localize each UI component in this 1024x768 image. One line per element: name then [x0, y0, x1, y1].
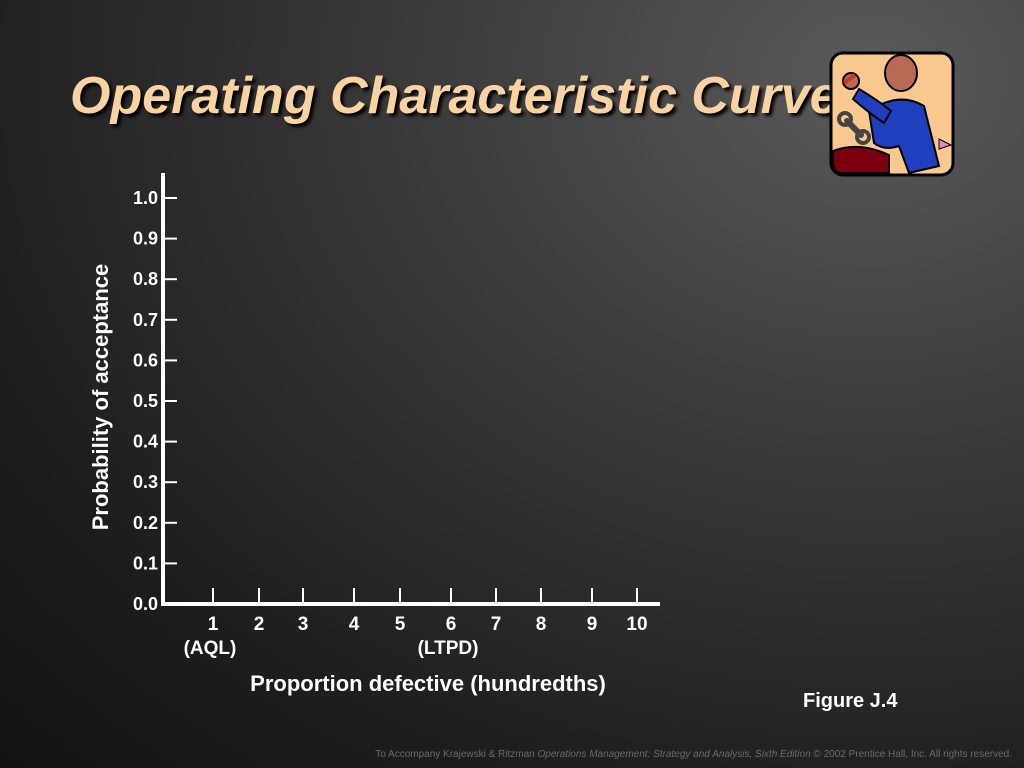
copyright-footer: To Accompany Krajewski & Ritzman Operati… [375, 749, 1012, 760]
x-sublabel: (AQL) [184, 638, 237, 659]
y-tick-label: 0.6 [133, 350, 158, 370]
y-tick-label: 0.7 [133, 310, 158, 330]
x-sublabel: (LTPD) [418, 638, 479, 659]
footer-prefix: To Accompany Krajewski & Ritzman [375, 749, 538, 760]
x-tick-label: 7 [491, 614, 502, 635]
y-tick-label: 0.5 [133, 391, 158, 411]
y-tick-label: 1.0 [133, 188, 158, 208]
slide-title: Operating Characteristic Curve [70, 67, 839, 125]
x-tick-label: 4 [349, 614, 360, 635]
y-tick-label: 0.9 [133, 229, 158, 249]
x-tick-label: 8 [536, 614, 547, 635]
footer-book-title: Operations Management: Strategy and Anal… [537, 749, 811, 760]
x-tick-label: 1 [208, 614, 219, 635]
y-tick-label: 0.0 [133, 594, 158, 614]
worker-with-wrench-icon [829, 51, 955, 177]
x-tick-label: 3 [298, 614, 309, 635]
x-tick-label: 9 [587, 614, 598, 635]
y-tick-label: 0.4 [133, 432, 158, 452]
x-tick-label: 5 [395, 614, 406, 635]
y-axis-label: Probability of acceptance [88, 264, 113, 531]
x-tick-label: 2 [254, 614, 265, 635]
x-tick-label: 10 [626, 614, 647, 635]
x-axis-label: Proportion defective (hundredths) [250, 671, 606, 696]
y-tick-label: 0.8 [133, 269, 158, 289]
footer-suffix: © 2002 Prentice Hall, Inc. All rights re… [810, 749, 1012, 760]
figure-label: Figure J.4 [803, 690, 898, 712]
y-tick-label: 0.2 [133, 513, 158, 533]
y-tick-label: 0.3 [133, 472, 158, 492]
x-tick-label: 6 [446, 614, 457, 635]
y-tick-label: 0.1 [133, 553, 158, 573]
